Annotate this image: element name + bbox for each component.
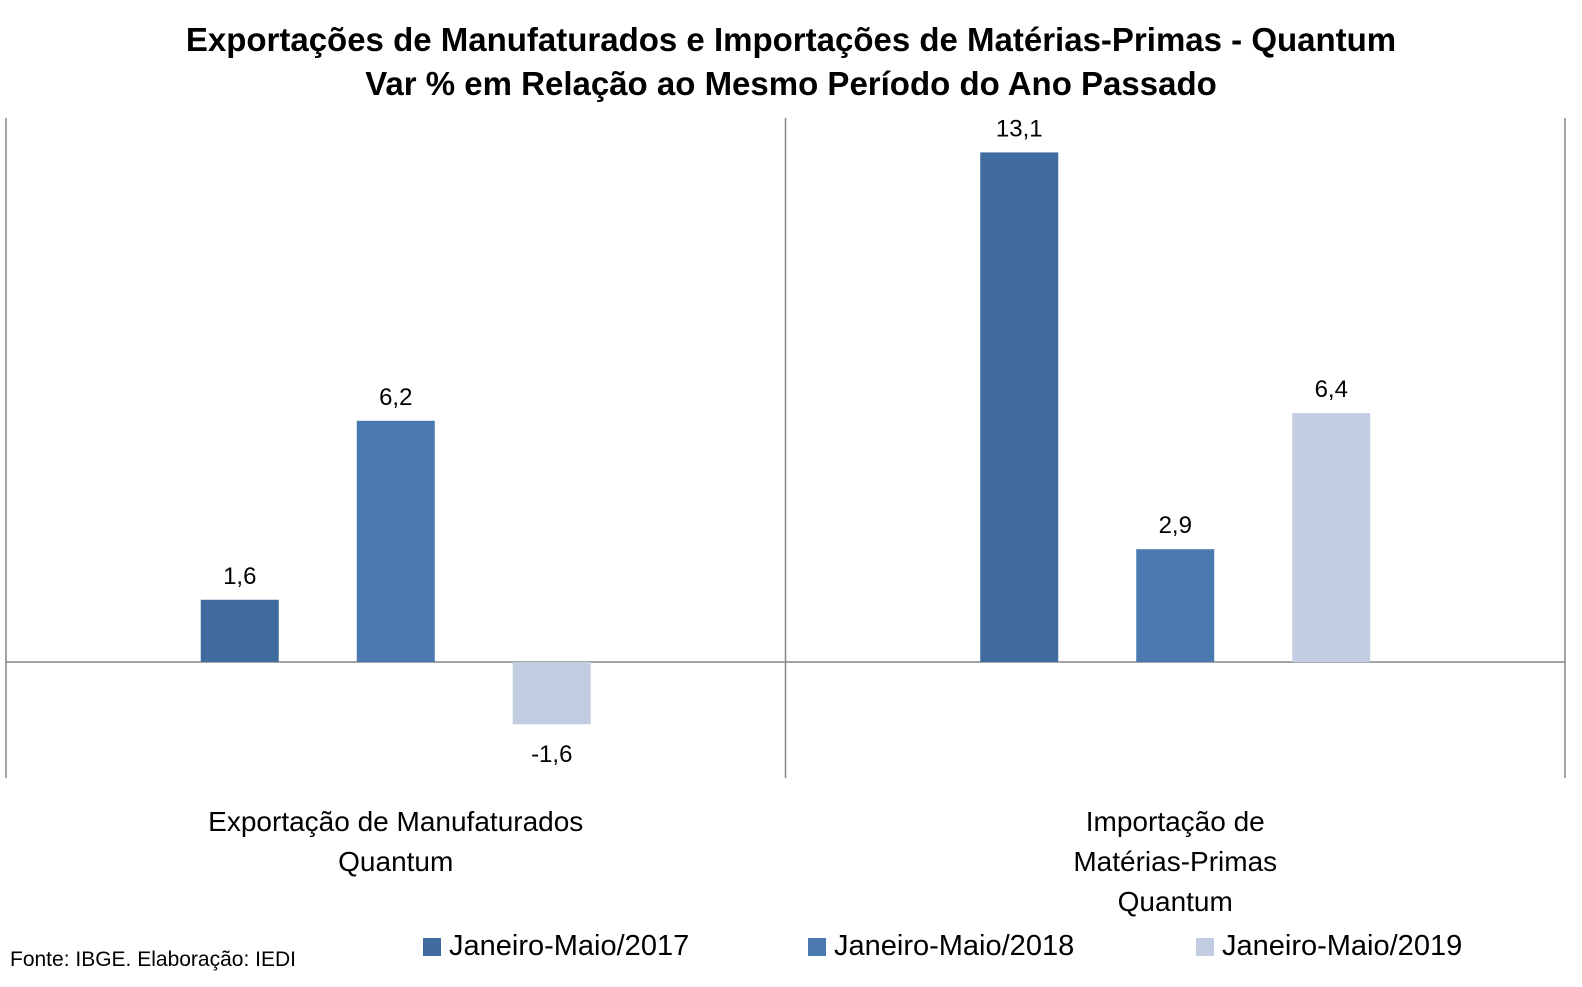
legend-swatch bbox=[808, 937, 826, 956]
category-label: Importação de Matérias-Primas Quantum bbox=[895, 802, 1455, 922]
bar-chart: 1,6 6,2 -1,6 13,1 2,9 6,4 bbox=[5, 115, 1566, 778]
category-label-line: Importação de bbox=[1085, 806, 1265, 837]
category-label-line: Quantum bbox=[1117, 886, 1233, 917]
legend-swatch bbox=[423, 937, 441, 956]
legend-swatch bbox=[1196, 937, 1214, 956]
category-label-line: Quantum bbox=[338, 846, 454, 877]
legend: Janeiro-Maio/2017 Janeiro-Maio/2018 Janeir… bbox=[0, 930, 1582, 970]
data-label: 6,4 bbox=[1315, 376, 1348, 403]
bar bbox=[200, 599, 279, 662]
bar bbox=[980, 152, 1059, 662]
legend-label: Janeiro-Maio/2017 bbox=[449, 930, 690, 962]
legend-label: Janeiro-Maio/2019 bbox=[1222, 930, 1463, 962]
legend-label: Janeiro-Maio/2018 bbox=[834, 930, 1075, 962]
category-label-line: Exportação de Manufaturados bbox=[208, 806, 584, 837]
legend-item: Janeiro-Maio/2017 bbox=[423, 930, 689, 963]
bar bbox=[1292, 413, 1371, 662]
bar bbox=[512, 662, 591, 725]
data-label: 6,2 bbox=[379, 384, 412, 411]
category-label: Exportação de Manufaturados Quantum bbox=[116, 802, 676, 882]
bar bbox=[1136, 549, 1215, 662]
data-label: 1,6 bbox=[223, 563, 256, 590]
bar bbox=[356, 420, 435, 662]
category-label-line: Matérias-Primas bbox=[1073, 846, 1278, 877]
data-label: 2,9 bbox=[1159, 512, 1192, 539]
data-label: -1,6 bbox=[531, 741, 572, 768]
legend-item: Janeiro-Maio/2019 bbox=[1196, 930, 1462, 963]
legend-item: Janeiro-Maio/2018 bbox=[808, 930, 1074, 963]
chart-title-line1: Exportações de Manufaturados e Importaçõ… bbox=[185, 21, 1397, 58]
chart-subtitle: Var % em Relação ao Mesmo Período do Ano… bbox=[365, 65, 1217, 102]
data-label: 13,1 bbox=[996, 115, 1043, 142]
source-note: Fonte: IBGE. Elaboração: IEDI bbox=[10, 948, 296, 971]
chart-title: Exportações de Manufaturados e Importaçõ… bbox=[0, 18, 1582, 106]
